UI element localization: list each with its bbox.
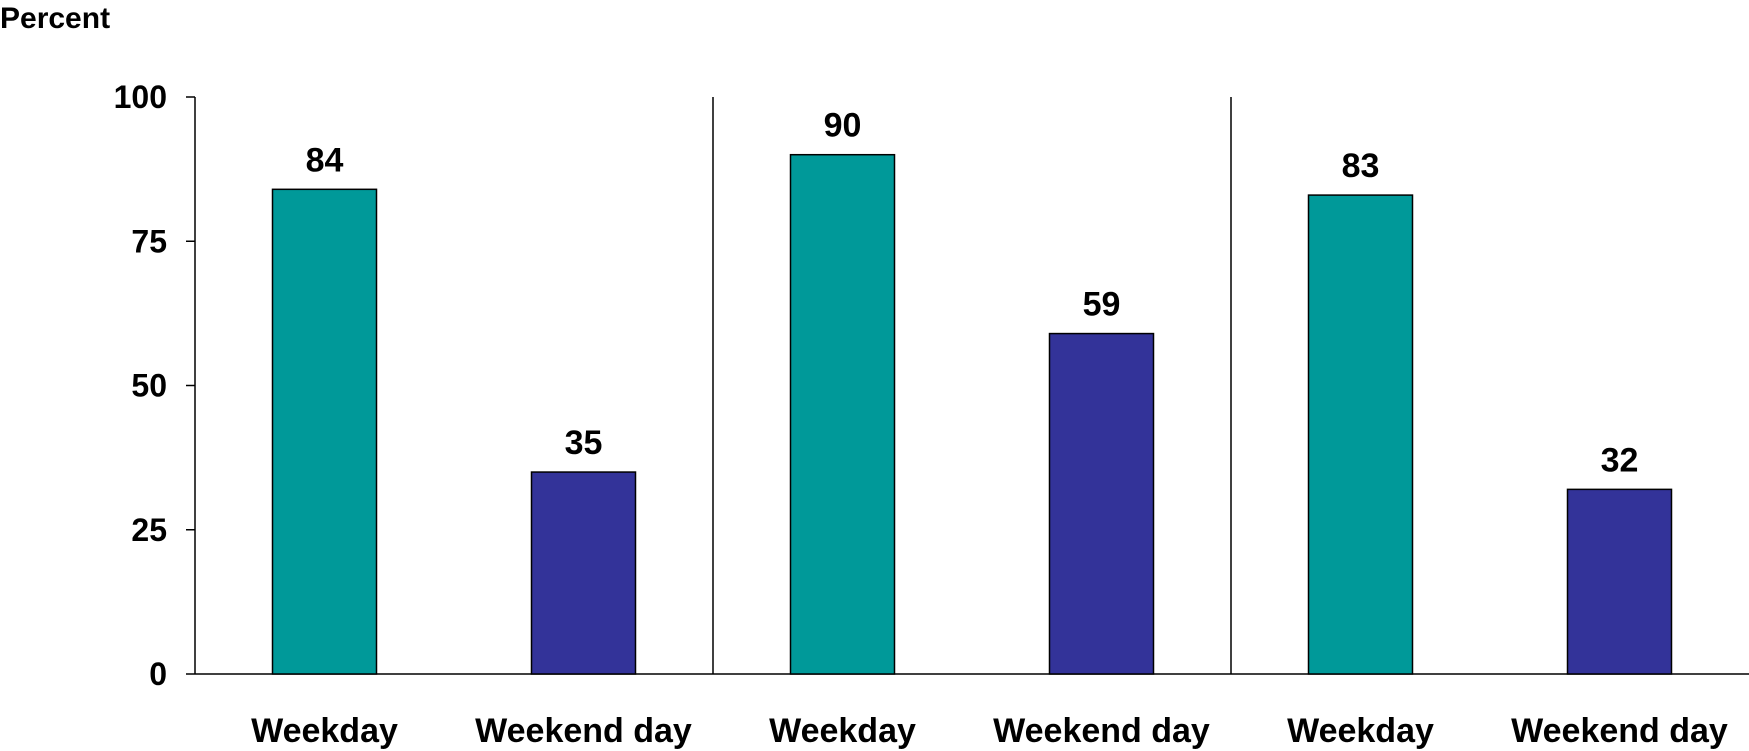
value-label: 83 — [1342, 147, 1380, 185]
x-tick-label: Weekend day — [1511, 712, 1728, 750]
x-tick-label: Weekend day — [993, 712, 1210, 750]
y-tick-label: 50 — [131, 368, 167, 404]
value-label: 90 — [824, 107, 862, 145]
y-tick-label: 75 — [131, 223, 167, 259]
value-label: 59 — [1083, 286, 1121, 324]
value-label: 32 — [1601, 441, 1639, 479]
bar — [271, 188, 378, 675]
bar — [789, 153, 896, 675]
x-tick-label: Weekend day — [475, 712, 692, 750]
axes — [186, 96, 1749, 675]
y-tick-label: 25 — [131, 512, 167, 548]
bars — [271, 153, 1673, 675]
group-separators — [712, 97, 1232, 674]
bar — [1566, 488, 1673, 675]
value-label: 84 — [306, 141, 344, 179]
bar — [1307, 194, 1414, 675]
x-tick-label: Weekday — [1287, 712, 1434, 750]
value-label: 35 — [565, 424, 603, 462]
bar — [530, 471, 637, 675]
x-tick-label: Weekday — [251, 712, 398, 750]
y-tick-label: 100 — [114, 79, 167, 115]
y-tick-label: 0 — [149, 656, 167, 692]
x-tick-label: Weekday — [769, 712, 916, 750]
bar — [1048, 332, 1155, 675]
labels: 0 25 50 75 100 84 Weekday 35 Weekend day 90 Weekda… — [114, 79, 1728, 750]
y-axis-title: Percent — [0, 2, 110, 35]
